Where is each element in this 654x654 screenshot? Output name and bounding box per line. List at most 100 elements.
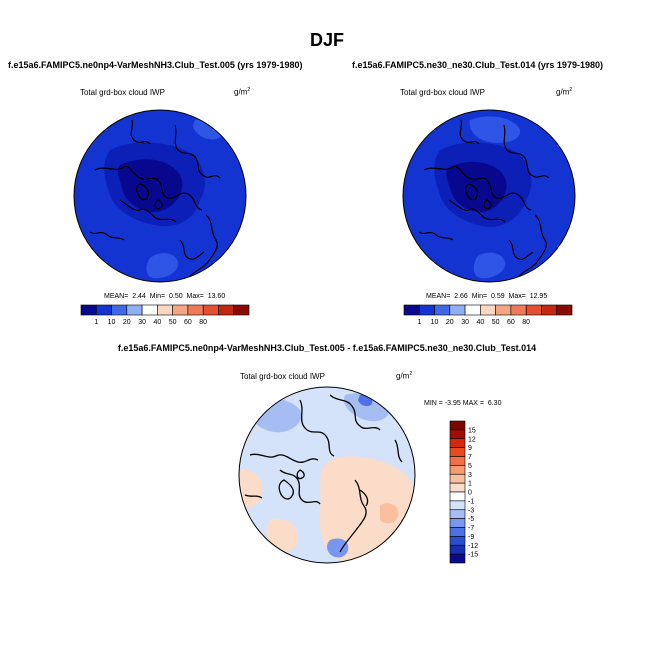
colorbar-swatch [464, 304, 481, 316]
colorbar-swatch [556, 304, 573, 316]
colorbar-swatch [449, 527, 466, 537]
colorbar-swatch [95, 304, 112, 316]
colorbar-swatch [449, 500, 466, 511]
page-title: DJF [309, 30, 344, 50]
colorbar-swatch [449, 553, 466, 564]
colorbar-tick-label: -12 [468, 543, 478, 550]
top-left-colorbar: 1 10 20 30 40 50 60 80 [80, 304, 250, 326]
colorbar-tick-label: 0 [468, 490, 472, 497]
map-region-negative [327, 538, 349, 558]
colorbar-tick-label: 60 [507, 319, 515, 326]
colorbar-swatch [495, 304, 512, 316]
colorbar-swatch [187, 304, 204, 316]
colorbar-swatch [218, 304, 235, 316]
colorbar-swatch [449, 465, 466, 475]
colorbar-tick-label: 1 [468, 481, 472, 488]
bottom-stats: MIN = -3.95 MAX = 6.30 [424, 400, 502, 407]
map-region-positive [380, 503, 399, 524]
bottom-subtitle: f.e15a6.FAMIPC5.ne0np4-VarMeshNH3.Club_T… [117, 343, 537, 353]
colorbar-swatch [233, 304, 250, 316]
colorbar-swatch [449, 491, 466, 502]
colorbar-swatch [541, 304, 558, 316]
top-left-units: g/m2 [234, 87, 251, 97]
colorbar-tick-label: 1 [417, 319, 421, 326]
colorbar-swatch [480, 304, 496, 316]
map-boundary [73, 109, 247, 283]
top-right-subtitle: f.e15a6.FAMIPC5.ne30_ne30.Club_Test.014 … [352, 60, 603, 70]
colorbar-swatch [80, 304, 97, 316]
colorbar-swatch [449, 438, 466, 448]
colorbar-swatch [449, 420, 466, 431]
colorbar-swatch [449, 509, 466, 519]
colorbar-tick-label: -9 [468, 534, 474, 541]
bottom-field-label: Total grd-box cloud IWP [240, 372, 325, 381]
colorbar-swatch [449, 536, 466, 546]
colorbar-tick-label: 1 [94, 319, 98, 326]
colorbar-swatch [418, 304, 435, 316]
top-right-units: g/m2 [556, 87, 573, 97]
bottom-units: g/m2 [396, 371, 413, 381]
top-right-colorbar: 1 10 20 30 40 50 60 80 [403, 304, 573, 326]
top-right-map [402, 109, 576, 283]
colorbar-tick-label: 12 [468, 436, 476, 443]
map-region-positive [266, 518, 299, 553]
coastlines [89, 119, 221, 277]
colorbar-tick-label: 20 [123, 319, 131, 326]
colorbar-tick-label: 10 [431, 319, 439, 326]
colorbar-swatch [403, 304, 420, 316]
colorbar-tick-label: 30 [138, 319, 146, 326]
colorbar-tick-label: 40 [476, 319, 484, 326]
colorbar-swatch [525, 304, 542, 316]
top-left-stats: MEAN= 2.44 Min= 0.50 Max= 13.60 [104, 293, 226, 300]
map-region-darkest [118, 159, 183, 213]
colorbar-swatch [449, 447, 466, 457]
colorbar-swatch [172, 304, 189, 316]
map-boundary [402, 109, 576, 283]
colorbar-tick-label: 60 [184, 319, 192, 326]
colorbar-swatch [449, 304, 466, 316]
top-right-stats: MEAN= 2.66 Min= 0.59 Max= 12.95 [426, 293, 548, 300]
colorbar-tick-label: 30 [461, 319, 469, 326]
colorbar-swatch [111, 304, 128, 316]
coastlines [418, 119, 550, 277]
coastlines [244, 394, 403, 553]
colorbar-swatch [449, 482, 466, 493]
colorbar-tick-label: 9 [468, 445, 472, 452]
colorbar-tick-label: 50 [492, 319, 500, 326]
colorbar-tick-label: 50 [169, 319, 177, 326]
map-boundary [238, 386, 416, 564]
colorbar-tick-label: -1 [468, 498, 474, 505]
bottom-colorbar: 15 12 9 7 5 3 1 0-1 -3 -5 -7 -9 -12 -15 [449, 420, 478, 564]
colorbar-tick-label: 5 [468, 463, 472, 470]
map-region-lighter [473, 252, 506, 279]
colorbar-swatch [434, 304, 451, 316]
colorbar-tick-label: 7 [468, 454, 472, 461]
colorbar-tick-label: 40 [153, 319, 161, 326]
colorbar-tick-label: 80 [522, 319, 530, 326]
map-region-lighter [146, 253, 179, 279]
map-region-positive [239, 469, 263, 509]
colorbar-tick-label: -7 [468, 525, 474, 532]
colorbar-swatch [449, 456, 466, 466]
colorbar-tick-label: 80 [199, 319, 207, 326]
top-left-field-label: Total grd-box cloud IWP [80, 88, 165, 97]
colorbar-tick-label: 3 [468, 472, 472, 479]
colorbar-swatch [157, 304, 173, 316]
bottom-diff-map [238, 386, 416, 564]
colorbar-swatch [126, 304, 143, 316]
colorbar-swatch [449, 518, 466, 528]
colorbar-swatch [141, 304, 158, 316]
map-region-lighter [469, 116, 521, 143]
colorbar-tick-label: 15 [468, 427, 476, 434]
colorbar-tick-label: 10 [108, 319, 116, 326]
colorbar-swatch [510, 304, 527, 316]
colorbar-tick-label: -3 [468, 507, 474, 514]
colorbar-swatch [449, 544, 466, 555]
colorbar-swatch [202, 304, 219, 316]
colorbar-tick-label: -15 [468, 552, 478, 559]
top-right-field-label: Total grd-box cloud IWP [400, 88, 485, 97]
top-left-map [73, 109, 247, 283]
top-left-subtitle: f.e15a6.FAMIPC5.ne0np4-VarMeshNH3.Club_T… [8, 60, 303, 70]
map-region-darkest [446, 161, 507, 213]
